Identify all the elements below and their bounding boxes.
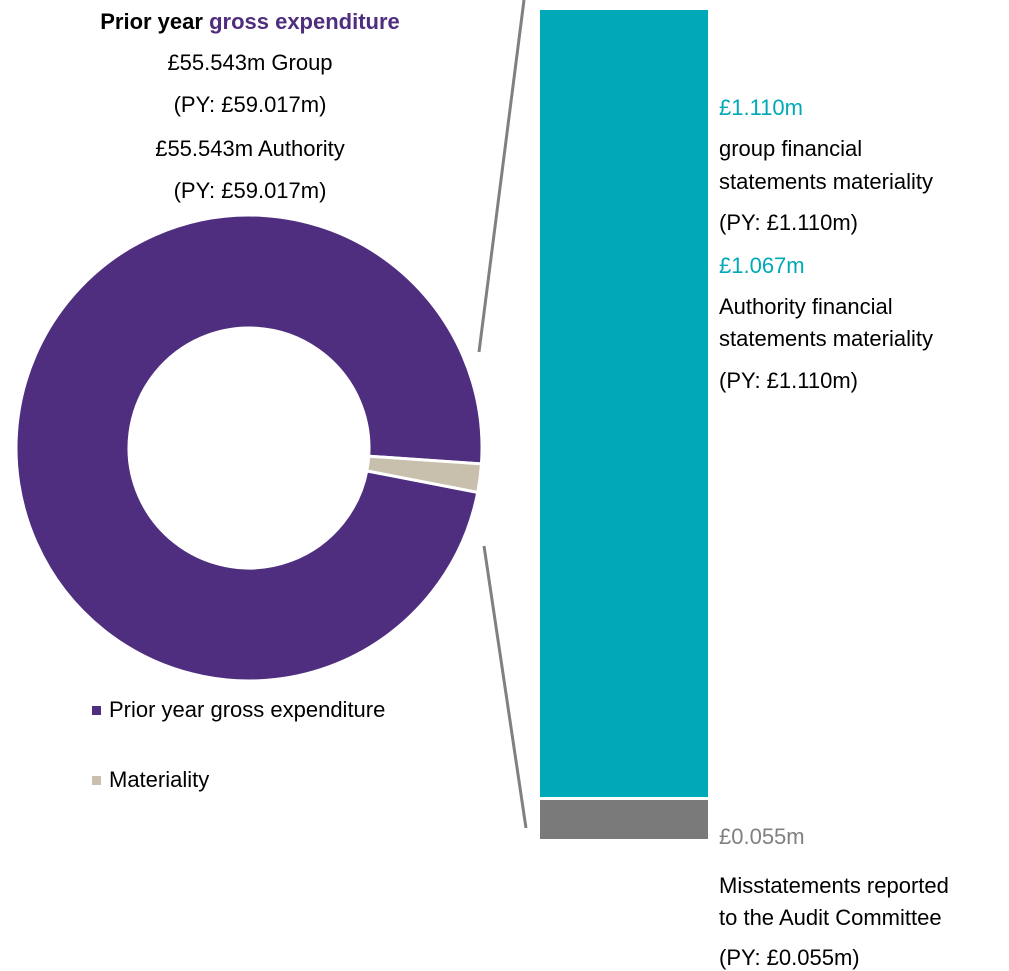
authority-materiality-value: £1.067m bbox=[719, 253, 805, 278]
misstatement-value: £0.055m bbox=[719, 824, 805, 849]
chart-heading-accent: gross expenditure bbox=[209, 9, 400, 34]
stacked-bar bbox=[540, 10, 708, 839]
connector-line-top bbox=[477, 0, 526, 353]
donut-chart bbox=[14, 213, 484, 683]
legend-label-materiality: Materiality bbox=[109, 767, 210, 792]
misstatement-label-2: to the Audit Committee bbox=[719, 905, 942, 930]
authority-materiality-label-1: Authority financial bbox=[719, 294, 893, 319]
group-expenditure-py: (PY: £59.017m) bbox=[173, 92, 327, 117]
chart-heading-plain: Prior year bbox=[100, 9, 210, 34]
authority-expenditure-py: (PY: £59.017m) bbox=[173, 178, 327, 203]
group-materiality-label-1: group financial bbox=[719, 136, 863, 161]
group-materiality-py: (PY: £1.110m) bbox=[719, 210, 858, 235]
authority-materiality-py: (PY: £1.110m) bbox=[719, 368, 858, 393]
donut-slice-expenditure bbox=[14, 213, 484, 683]
authority-materiality-label-2: statements materiality bbox=[719, 326, 933, 351]
chart-heading: Prior year gross expenditure bbox=[20, 9, 480, 35]
connector-line-bottom bbox=[482, 545, 528, 829]
group-materiality-value: £1.110m bbox=[719, 95, 803, 120]
bar-segment-misstatements bbox=[540, 800, 708, 839]
legend-swatch-expenditure bbox=[92, 705, 101, 715]
misstatement-py: (PY: £0.055m) bbox=[719, 945, 860, 970]
group-materiality-label-2: statements materiality bbox=[719, 169, 933, 194]
authority-expenditure: £55.543m Authority bbox=[155, 136, 345, 161]
legend-label-expenditure: Prior year gross expenditure bbox=[109, 697, 386, 722]
group-expenditure: £55.543m Group bbox=[167, 50, 333, 75]
bar-segment-materiality bbox=[540, 10, 708, 798]
legend-item-materiality: Materiality bbox=[92, 767, 209, 793]
legend-swatch-materiality bbox=[92, 775, 101, 785]
misstatement-label-1: Misstatements reported bbox=[719, 873, 949, 898]
legend-item-expenditure: Prior year gross expenditure bbox=[92, 697, 385, 723]
donut-slice-materiality bbox=[365, 454, 484, 495]
